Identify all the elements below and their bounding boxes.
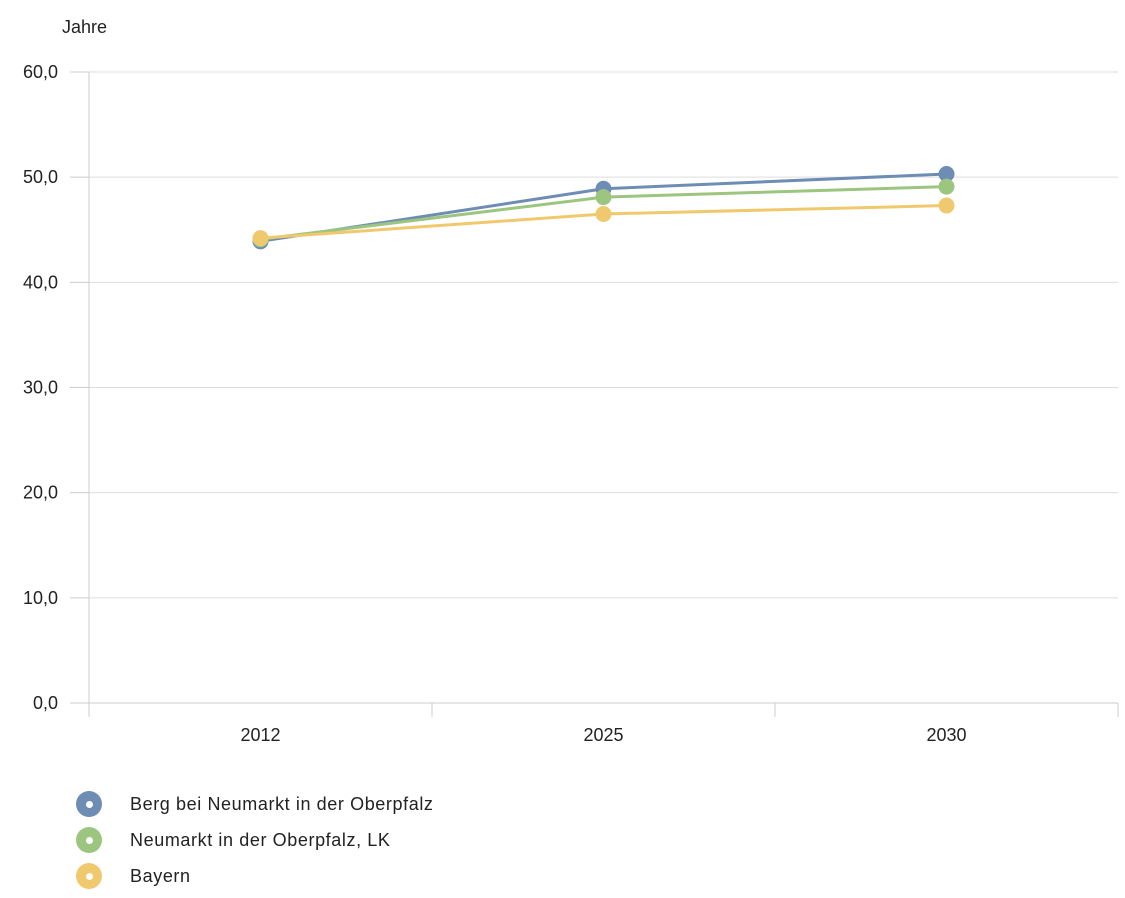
data-point-series-0-2030[interactable]	[938, 166, 955, 183]
y-tick-label: 0,0	[33, 693, 58, 713]
legend: Berg bei Neumarkt in der Oberpfalz Neuma…	[76, 786, 776, 894]
y-tick-label: 10,0	[23, 588, 58, 608]
legend-item-bayern[interactable]: Bayern	[76, 858, 776, 894]
legend-label-berg: Berg bei Neumarkt in der Oberpfalz	[130, 793, 434, 814]
legend-marker-neumarkt-icon	[76, 827, 102, 853]
legend-marker-berg-icon	[76, 791, 102, 817]
gridlines	[89, 71, 1118, 599]
y-tick-label: 20,0	[23, 483, 58, 503]
axes: 0,0 10,0 20,0 30,0 40,0 50,0 60,0 2012 2025 2030	[23, 62, 1119, 745]
y-axis-title: Jahre	[62, 17, 107, 37]
y-tick-label: 40,0	[23, 272, 58, 292]
data-point-series-1-2025[interactable]	[595, 189, 612, 206]
data-points[interactable]	[252, 166, 955, 250]
legend-marker-bayern-icon	[76, 863, 102, 889]
data-point-series-2-2025[interactable]	[595, 205, 612, 222]
x-tick-label: 2012	[240, 725, 280, 745]
legend-item-neumarkt[interactable]: Neumarkt in der Oberpfalz, LK	[76, 822, 776, 858]
legend-label-bayern: Bayern	[130, 865, 191, 886]
y-tick-label: 30,0	[23, 378, 58, 398]
x-tick-label: 2030	[926, 725, 966, 745]
y-tick-label: 50,0	[23, 167, 58, 187]
legend-item-berg[interactable]: Berg bei Neumarkt in der Oberpfalz	[76, 786, 776, 822]
data-point-series-2-2030[interactable]	[938, 197, 955, 214]
y-tick-label: 60,0	[23, 62, 58, 82]
x-tick-label: 2025	[583, 725, 623, 745]
legend-label-neumarkt: Neumarkt in der Oberpfalz, LK	[130, 829, 391, 850]
data-point-series-1-2030[interactable]	[938, 178, 955, 195]
data-point-series-2-2012[interactable]	[252, 230, 269, 247]
